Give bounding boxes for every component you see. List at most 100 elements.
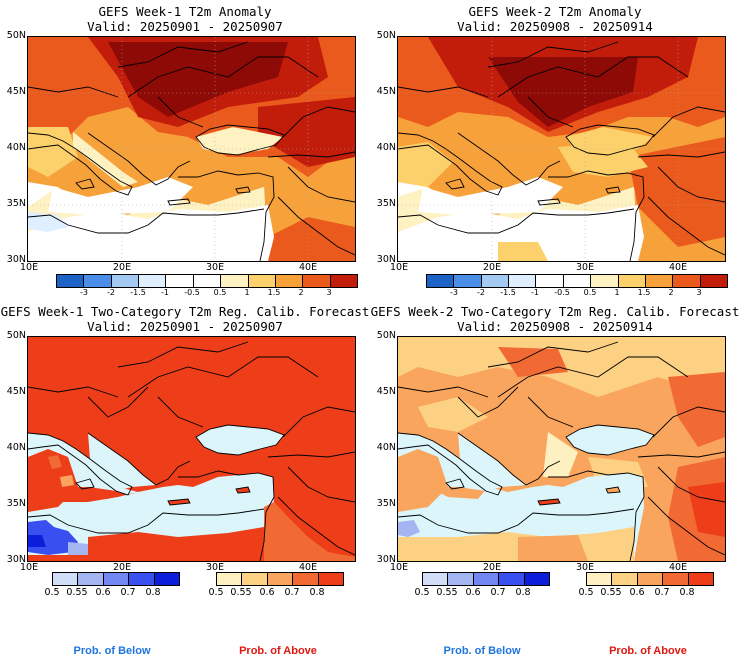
lat-tick-40n: 40N (376, 442, 396, 453)
lat-tick-30n: 30N (6, 254, 26, 265)
lat-tick-40n: 40N (6, 442, 26, 453)
lon-tick-30e: 30E (576, 562, 595, 573)
above-colorbar-label: 0.8 (679, 587, 695, 598)
below-colorbar-label: 0.8 (515, 587, 531, 598)
lat-tick-35n: 35N (6, 498, 26, 509)
lat-tick-30n: 30N (376, 254, 396, 265)
lon-tick-10e: 10E (20, 562, 39, 573)
below-colorbar-label: 0.8 (145, 587, 161, 598)
colorbar-label: 1 (244, 288, 250, 297)
above-colorbar-label: 0.6 (259, 587, 275, 598)
lon-tick-30e: 30E (576, 262, 595, 273)
lon-tick-10e: 10E (390, 262, 409, 273)
lon-tick-20e: 20E (483, 562, 502, 573)
above-colorbar-label: 0.55 (600, 587, 622, 598)
panel-valid-dates: Valid: 20250908 - 20250914 (457, 319, 653, 334)
lat-tick-45n: 45N (376, 386, 396, 397)
colorbar-label: 1.5 (267, 288, 281, 297)
colorbar-label: 2 (298, 288, 304, 297)
colorbar-label: -3 (450, 288, 458, 297)
lon-tick-10e: 10E (390, 562, 409, 573)
prob-above-label-right: Prob. of Above (609, 645, 687, 657)
anomaly-colorbar (426, 274, 728, 288)
lon-tick-40e: 40E (669, 562, 688, 573)
colorbar-label: 3 (326, 288, 332, 297)
colorbar-label: -2 (477, 288, 485, 297)
below-colorbar-label: 0.5 (44, 587, 60, 598)
below-colorbar (422, 572, 550, 586)
lat-tick-30n: 30N (376, 554, 396, 565)
lat-tick-50n: 50N (376, 330, 396, 341)
colorbar-label: -2 (107, 288, 115, 297)
below-colorbar-label: 0.5 (414, 587, 430, 598)
anomaly-map (27, 36, 356, 262)
colorbar-label: -1 (161, 288, 169, 297)
lon-tick-40e: 40E (299, 562, 318, 573)
above-colorbar-label: 0.5 (208, 587, 224, 598)
lat-tick-35n: 35N (376, 498, 396, 509)
above-colorbar-label: 0.55 (230, 587, 252, 598)
lat-tick-45n: 45N (376, 86, 396, 97)
above-colorbar (586, 572, 714, 586)
lat-tick-35n: 35N (376, 198, 396, 209)
anomaly-map (397, 36, 726, 262)
lat-tick-50n: 50N (6, 330, 26, 341)
colorbar-label: -3 (80, 288, 88, 297)
above-colorbar (216, 572, 344, 586)
lat-tick-35n: 35N (6, 198, 26, 209)
lat-tick-30n: 30N (6, 554, 26, 565)
colorbar-label: 2 (668, 288, 674, 297)
panel-valid-dates: Valid: 20250901 - 20250907 (87, 319, 283, 334)
below-colorbar-label: 0.7 (490, 587, 506, 598)
lon-tick-30e: 30E (206, 562, 225, 573)
lat-tick-40n: 40N (6, 142, 26, 153)
panel-title: GEFS Week-2 Two-Category T2m Reg. Calib.… (370, 304, 740, 319)
panel-week1-probability: GEFS Week-1 Two-Category T2m Reg. Calib.… (0, 300, 370, 645)
panel-valid-dates: Valid: 20250901 - 20250907 (87, 19, 283, 34)
prob-above-label-left: Prob. of Above (239, 645, 317, 657)
lat-tick-50n: 50N (376, 30, 396, 41)
below-colorbar-label: 0.55 (436, 587, 458, 598)
colorbar-label: 0.5 (583, 288, 597, 297)
above-colorbar-label: 0.7 (284, 587, 300, 598)
above-colorbar-label: 0.5 (578, 587, 594, 598)
panel-title: GEFS Week-2 T2m Anomaly (468, 4, 642, 19)
below-colorbar-label: 0.7 (120, 587, 136, 598)
below-colorbar (52, 572, 180, 586)
panel-valid-dates: Valid: 20250908 - 20250914 (457, 19, 653, 34)
prob-below-label-right: Prob. of Below (443, 645, 521, 657)
lon-tick-10e: 10E (20, 262, 39, 273)
probability-map (397, 336, 726, 562)
below-colorbar-label: 0.6 (465, 587, 481, 598)
lon-tick-40e: 40E (299, 262, 318, 273)
panel-week1-anomaly: GEFS Week-1 T2m Anomaly Valid: 20250901 … (0, 0, 370, 300)
lat-tick-50n: 50N (6, 30, 26, 41)
colorbar-label: -0.5 (184, 288, 200, 297)
lon-tick-20e: 20E (483, 262, 502, 273)
colorbar-label: 1.5 (637, 288, 651, 297)
below-colorbar-label: 0.55 (66, 587, 88, 598)
lat-tick-45n: 45N (6, 386, 26, 397)
colorbar-label: 3 (696, 288, 702, 297)
lat-tick-40n: 40N (376, 142, 396, 153)
panel-week2-probability: GEFS Week-2 Two-Category T2m Reg. Calib.… (370, 300, 740, 645)
prob-below-label-left: Prob. of Below (73, 645, 151, 657)
lon-tick-20e: 20E (113, 562, 132, 573)
above-colorbar-label: 0.6 (629, 587, 645, 598)
lon-tick-30e: 30E (206, 262, 225, 273)
panel-title: GEFS Week-1 T2m Anomaly (98, 4, 272, 19)
colorbar-label: -0.5 (554, 288, 570, 297)
panel-title: GEFS Week-1 Two-Category T2m Reg. Calib.… (0, 304, 370, 319)
panel-week2-anomaly: GEFS Week-2 T2m Anomaly Valid: 20250908 … (370, 0, 740, 300)
colorbar-label: 1 (614, 288, 620, 297)
colorbar-label: 0.5 (213, 288, 227, 297)
lon-tick-20e: 20E (113, 262, 132, 273)
above-colorbar-label: 0.7 (654, 587, 670, 598)
lat-tick-45n: 45N (6, 86, 26, 97)
above-colorbar-label: 0.8 (309, 587, 325, 598)
colorbar-label: -1 (531, 288, 539, 297)
anomaly-colorbar (56, 274, 358, 288)
colorbar-label: -1.5 (500, 288, 516, 297)
probability-map (27, 336, 356, 562)
lon-tick-40e: 40E (669, 262, 688, 273)
